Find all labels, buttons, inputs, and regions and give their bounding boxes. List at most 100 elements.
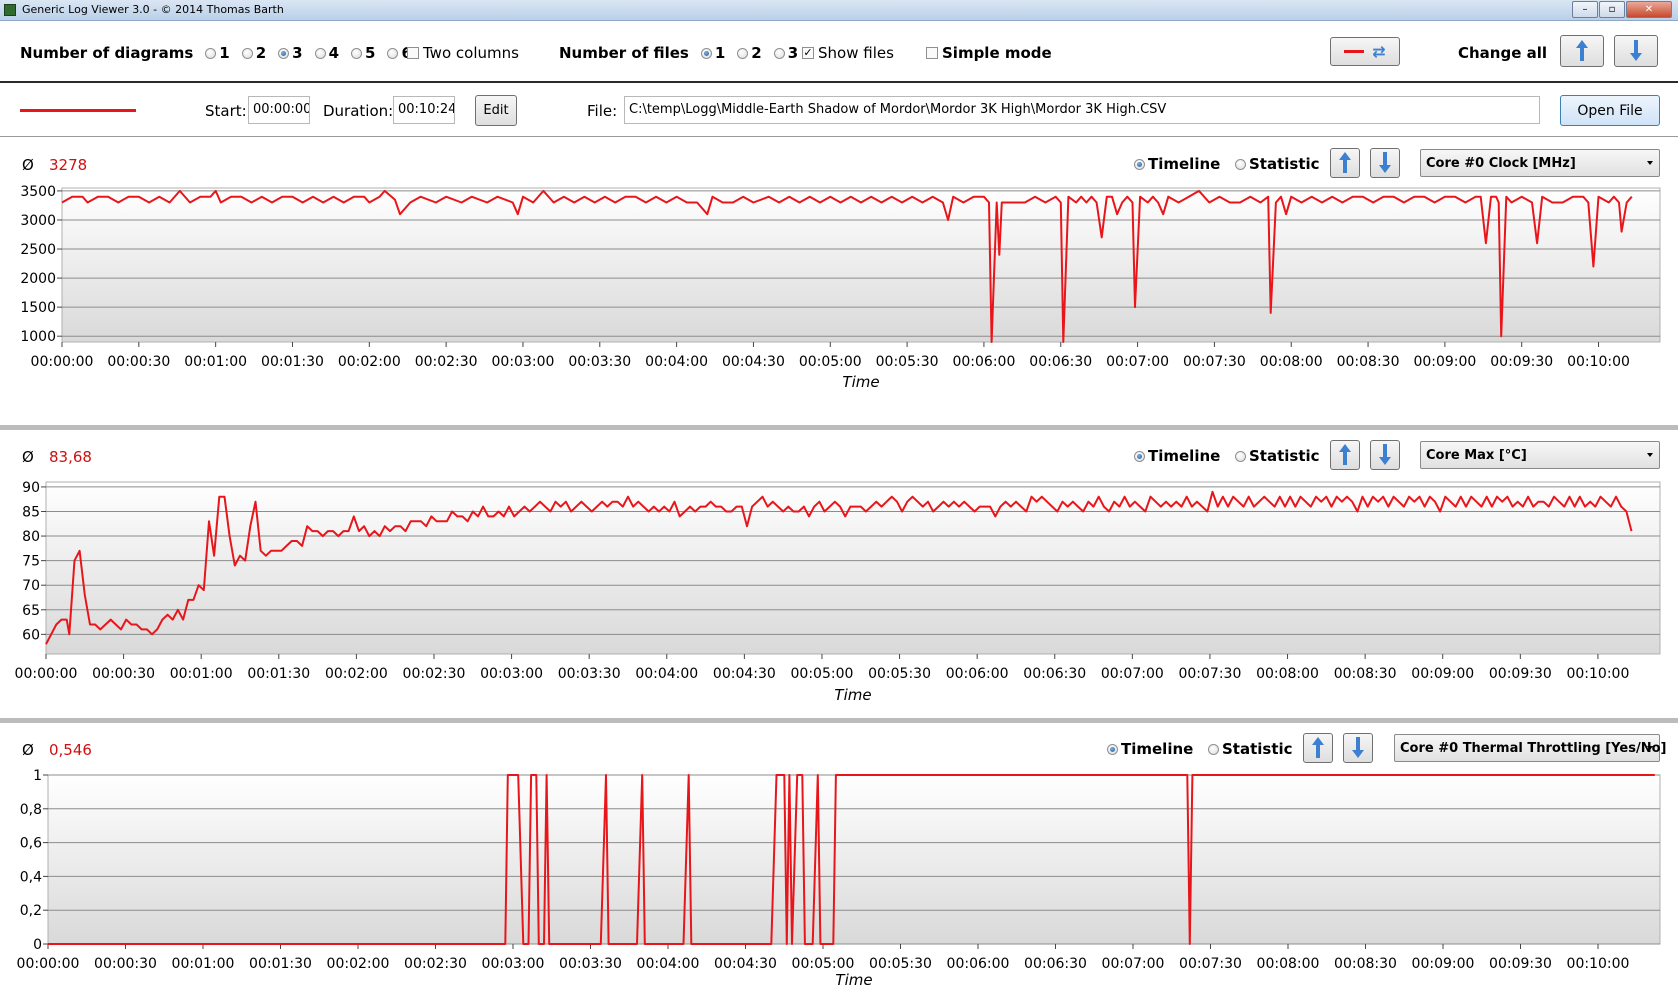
series-line <box>61 189 1633 343</box>
timeline-label: Timeline <box>1121 740 1194 758</box>
y-tick-label: 80 <box>22 529 40 545</box>
x-tick-label: 00:06:00 <box>952 354 1015 370</box>
x-tick-label: 00:09:30 <box>1489 666 1552 682</box>
x-tick-label: 00:05:00 <box>791 666 854 682</box>
statistic-radio[interactable] <box>1235 450 1246 462</box>
y-tick-label: 60 <box>22 627 40 643</box>
timeline-label: Timeline <box>1148 447 1221 465</box>
panel-separator[interactable] <box>0 425 1678 430</box>
arrow-up-icon <box>1576 40 1588 62</box>
chart-temperature: 60 65 70 75 80 85 90 00:00:00 00:00:30 00:01:00 00… <box>15 480 1661 704</box>
arrow-down-icon <box>1352 737 1364 759</box>
files-option-label: 2 <box>751 44 762 62</box>
panel-separator[interactable] <box>0 718 1678 723</box>
timeline-option[interactable]: Timeline <box>1107 740 1193 758</box>
move-up-button[interactable] <box>1330 148 1360 178</box>
y-tick-label: 0,4 <box>20 869 42 885</box>
diagrams-radio-6[interactable] <box>387 47 399 59</box>
start-field[interactable]: 00:00:00 <box>248 96 310 124</box>
arrow-up-icon <box>1339 152 1351 174</box>
files-group: Number of files 1 2 3 <box>559 44 798 62</box>
x-tick-label: 00:08:30 <box>1337 354 1400 370</box>
close-button[interactable]: ✕ <box>1626 1 1672 18</box>
minimize-button[interactable]: – <box>1572 1 1598 18</box>
move-all-up-button[interactable] <box>1560 35 1604 67</box>
diagrams-radio-1[interactable] <box>205 47 217 59</box>
y-tick-label: 1000 <box>20 329 56 345</box>
series-line <box>48 774 1655 945</box>
move-all-down-button[interactable] <box>1614 35 1658 67</box>
file-path-field[interactable]: C:\temp\Logg\Middle-Earth Shadow of Mord… <box>624 96 1540 124</box>
timeline-option[interactable]: Timeline <box>1134 155 1220 173</box>
timeline-radio[interactable] <box>1134 450 1145 462</box>
files-radio-3[interactable] <box>773 47 785 59</box>
change-all-label: Change all <box>1458 44 1548 62</box>
show-files-group: ✓ Show files <box>802 44 894 62</box>
maximize-button[interactable]: ▫ <box>1599 1 1625 18</box>
x-tick-label: 00:09:00 <box>1412 956 1475 972</box>
x-tick-label: 00:10:00 <box>1567 354 1630 370</box>
diagrams-radio-5[interactable] <box>351 47 363 59</box>
x-tick-label: 00:00:00 <box>31 354 94 370</box>
x-tick-label: 00:05:00 <box>799 354 862 370</box>
open-file-button[interactable]: Open File <box>1560 95 1660 126</box>
files-radio-1[interactable] <box>700 47 712 59</box>
timeline-option[interactable]: Timeline <box>1134 447 1220 465</box>
move-down-button[interactable] <box>1370 148 1400 178</box>
x-tick-label: 00:03:30 <box>558 666 621 682</box>
sensor-dropdown[interactable]: Core Max [°C] <box>1420 441 1660 469</box>
x-tick-label: 00:09:00 <box>1411 666 1474 682</box>
move-down-button[interactable] <box>1370 440 1400 470</box>
y-tick-label: 3000 <box>20 213 56 229</box>
chevron-down-icon <box>1647 746 1653 750</box>
chart-throttling: 0 0,2 0,4 0,6 0,8 1 00:00:00 00:00:30 00:01:00 00… <box>17 768 1661 989</box>
x-tick-label: 00:01:00 <box>184 354 247 370</box>
move-up-button[interactable] <box>1330 440 1360 470</box>
diagrams-option-label: 4 <box>328 44 340 62</box>
statistic-radio[interactable] <box>1235 158 1246 170</box>
x-tick-label: 00:02:00 <box>325 666 388 682</box>
x-tick-label: 00:00:00 <box>15 666 78 682</box>
statistic-label: Statistic <box>1249 447 1320 465</box>
x-tick-label: 00:04:30 <box>714 956 777 972</box>
arrow-down-icon <box>1630 40 1642 62</box>
color-swap-button[interactable]: ⇄ <box>1330 37 1400 66</box>
simple-mode-checkbox[interactable] <box>926 47 938 59</box>
statistic-option[interactable]: Statistic <box>1235 155 1320 173</box>
file-line-color-swatch[interactable] <box>20 109 136 112</box>
two-columns-checkbox[interactable] <box>407 47 419 59</box>
statistic-option[interactable]: Statistic <box>1208 740 1293 758</box>
window-title: Generic Log Viewer 3.0 - © 2014 Thomas B… <box>22 3 284 16</box>
x-tick-label: 00:08:00 <box>1260 354 1323 370</box>
refresh-icon: ⇄ <box>1372 42 1386 61</box>
diagrams-radio-3[interactable] <box>278 47 290 59</box>
y-tick-label: 85 <box>22 504 40 520</box>
x-tick-label: 00:09:00 <box>1413 354 1476 370</box>
line-color-icon <box>1344 50 1365 53</box>
diagrams-radio-2[interactable] <box>241 47 253 59</box>
files-radio-2[interactable] <box>737 47 749 59</box>
average-symbol: Ø <box>22 741 34 759</box>
y-tick-label: 2500 <box>20 242 56 258</box>
timeline-radio[interactable] <box>1107 743 1118 755</box>
plot-area <box>45 481 1661 655</box>
x-tick-label: 00:08:00 <box>1256 666 1319 682</box>
y-tick-label: 0,2 <box>20 903 42 919</box>
move-up-button[interactable] <box>1303 733 1333 763</box>
plot-area <box>61 187 1661 343</box>
diagrams-radio-4[interactable] <box>314 47 326 59</box>
files-label: Number of files <box>559 44 689 62</box>
show-files-checkbox[interactable]: ✓ <box>802 46 814 59</box>
x-tick-label: 00:07:30 <box>1183 354 1246 370</box>
y-tick-label: 65 <box>22 603 40 619</box>
statistic-radio[interactable] <box>1208 743 1219 755</box>
edit-button[interactable]: Edit <box>475 95 517 126</box>
timeline-radio[interactable] <box>1134 158 1145 170</box>
title-bar: Generic Log Viewer 3.0 - © 2014 Thomas B… <box>0 0 1678 21</box>
duration-field[interactable]: 00:10:24 <box>393 96 455 124</box>
move-down-button[interactable] <box>1343 733 1373 763</box>
main-toolbar: Number of diagrams 1 2 3 4 5 6 Two colum… <box>0 21 1678 83</box>
sensor-dropdown[interactable]: Core #0 Clock [MHz] <box>1420 149 1660 177</box>
sensor-dropdown[interactable]: Core #0 Thermal Throttling [Yes/No] <box>1394 734 1666 762</box>
statistic-option[interactable]: Statistic <box>1235 447 1320 465</box>
